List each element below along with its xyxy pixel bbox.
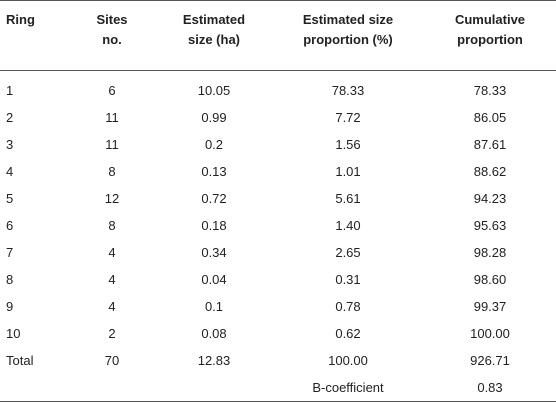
b-coefficient-label: B-coefficient xyxy=(272,374,424,402)
cell-ring: 2 xyxy=(6,110,14,125)
cell-cumulative-proportion: 98.28 xyxy=(473,245,507,260)
cell-cumulative-proportion: 78.33 xyxy=(473,83,507,98)
table-row: 7 4 0.34 2.65 98.28 xyxy=(0,239,556,266)
cell-estimated-size: 0.72 xyxy=(201,191,227,206)
cell-ring: 3 xyxy=(6,137,14,152)
cell-size-proportion: 5.61 xyxy=(335,191,361,206)
cell-estimated-size: 0.04 xyxy=(201,272,227,287)
header-estimated-size: Estimated size (ha) xyxy=(156,1,272,71)
cell-sites-no: 4 xyxy=(108,245,116,260)
table-row: 1 6 10.05 78.33 78.33 xyxy=(0,71,556,105)
cell-ring: 5 xyxy=(6,191,14,206)
table-row: 2 11 0.99 7.72 86.05 xyxy=(0,104,556,131)
cell-estimated-size: 0.34 xyxy=(201,245,227,260)
cell-ring: 10 xyxy=(6,326,21,341)
header-size-line2: size (ha) xyxy=(187,32,240,47)
cell-size-proportion: 2.65 xyxy=(335,245,361,260)
b-coefficient-empty-cell xyxy=(68,374,156,402)
header-sites-no: Sites no. xyxy=(68,1,156,71)
header-size-proportion: Estimated size proportion (%) xyxy=(272,1,424,71)
cell-ring: 8 xyxy=(6,272,14,287)
table-body: 1 6 10.05 78.33 78.33 2 11 0.99 7.72 86.05 3 11 0.2 1… xyxy=(0,71,556,402)
cell-ring: 6 xyxy=(6,218,14,233)
table-row: 8 4 0.04 0.31 98.60 xyxy=(0,266,556,293)
cell-sites-no: 2 xyxy=(108,326,116,341)
table-row: 10 2 0.08 0.62 100.00 xyxy=(0,320,556,347)
cell-sites-no: 12 xyxy=(104,191,120,206)
table-row: 4 8 0.13 1.01 88.62 xyxy=(0,158,556,185)
header-cumulative-line2: proportion xyxy=(457,32,523,47)
cell-ring: 7 xyxy=(6,245,14,260)
cell-cumulative-proportion: 95.63 xyxy=(473,218,507,233)
cell-sites-no: 11 xyxy=(105,137,119,152)
cell-ring: 4 xyxy=(6,164,14,179)
header-proportion-line2: proportion (%) xyxy=(303,32,393,47)
cell-sites-no: 8 xyxy=(108,164,116,179)
cell-cumulative-proportion: 926.71 xyxy=(470,353,510,368)
cell-sites-no: 4 xyxy=(108,299,116,314)
cell-estimated-size: 0.99 xyxy=(201,110,227,125)
cell-sites-no: 4 xyxy=(108,272,116,287)
header-sites-line1: Sites xyxy=(96,12,128,27)
cell-size-proportion: 1.40 xyxy=(335,218,361,233)
cell-size-proportion: 1.56 xyxy=(335,137,361,152)
cell-ring: 1 xyxy=(6,83,14,98)
header-cumulative-line1: Cumulative xyxy=(454,12,526,27)
cell-sites-no: 70 xyxy=(104,353,120,368)
cell-cumulative-proportion: 87.61 xyxy=(473,137,507,152)
cell-cumulative-proportion: 100.00 xyxy=(470,326,510,341)
cell-cumulative-proportion: 98.60 xyxy=(473,272,507,287)
cell-size-proportion: 7.72 xyxy=(335,110,361,125)
total-row: Total 70 12.83 100.00 926.71 xyxy=(0,347,556,374)
cell-estimated-size: 0.18 xyxy=(201,218,227,233)
cell-ring: 9 xyxy=(6,299,14,314)
header-cumulative-proportion: Cumulative proportion xyxy=(424,1,556,71)
cell-size-proportion: 1.01 xyxy=(335,164,361,179)
b-coefficient-empty-cell xyxy=(156,374,272,402)
cell-sites-no: 11 xyxy=(105,110,119,125)
cell-size-proportion: 78.33 xyxy=(331,83,365,98)
header-row: Ring Sites no. Estimated size (ha) Estim… xyxy=(0,0,556,71)
cell-size-proportion: 0.62 xyxy=(335,326,361,341)
table-row: 6 8 0.18 1.40 95.63 xyxy=(0,212,556,239)
cell-estimated-size: 12.83 xyxy=(197,353,231,368)
cell-sites-no: 6 xyxy=(108,83,116,98)
header-sites-line2: no. xyxy=(102,32,122,47)
cell-size-proportion: 0.31 xyxy=(335,272,361,287)
cell-estimated-size: 0.08 xyxy=(201,326,227,341)
b-coefficient-value: 0.83 xyxy=(424,374,556,402)
table-header: Ring Sites no. Estimated size (ha) Estim… xyxy=(0,0,556,71)
cell-cumulative-proportion: 86.05 xyxy=(473,110,507,125)
cell-cumulative-proportion: 99.37 xyxy=(473,299,507,314)
b-coefficient-row: B-coefficient 0.83 xyxy=(0,374,556,402)
header-ring: Ring xyxy=(0,1,68,71)
cell-cumulative-proportion: 88.62 xyxy=(473,164,507,179)
cell-cumulative-proportion: 94.23 xyxy=(473,191,507,206)
cell-estimated-size: 0.1 xyxy=(204,299,224,314)
header-proportion-line1: Estimated size xyxy=(302,12,394,27)
table-row: 9 4 0.1 0.78 99.37 xyxy=(0,293,556,320)
header-size-line1: Estimated xyxy=(182,12,246,27)
cell-size-proportion: 0.78 xyxy=(335,299,361,314)
cell-size-proportion: 100.00 xyxy=(328,353,368,368)
cell-estimated-size: 10.05 xyxy=(197,83,231,98)
b-coefficient-empty-cell xyxy=(0,374,68,402)
cell-estimated-size: 0.2 xyxy=(204,137,224,152)
cell-estimated-size: 0.13 xyxy=(201,164,227,179)
cell-sites-no: 8 xyxy=(108,218,116,233)
header-ring-line1: Ring xyxy=(6,12,35,27)
table-row: 3 11 0.2 1.56 87.61 xyxy=(0,131,556,158)
table-row: 5 12 0.72 5.61 94.23 xyxy=(0,185,556,212)
cell-ring: Total xyxy=(6,353,34,368)
